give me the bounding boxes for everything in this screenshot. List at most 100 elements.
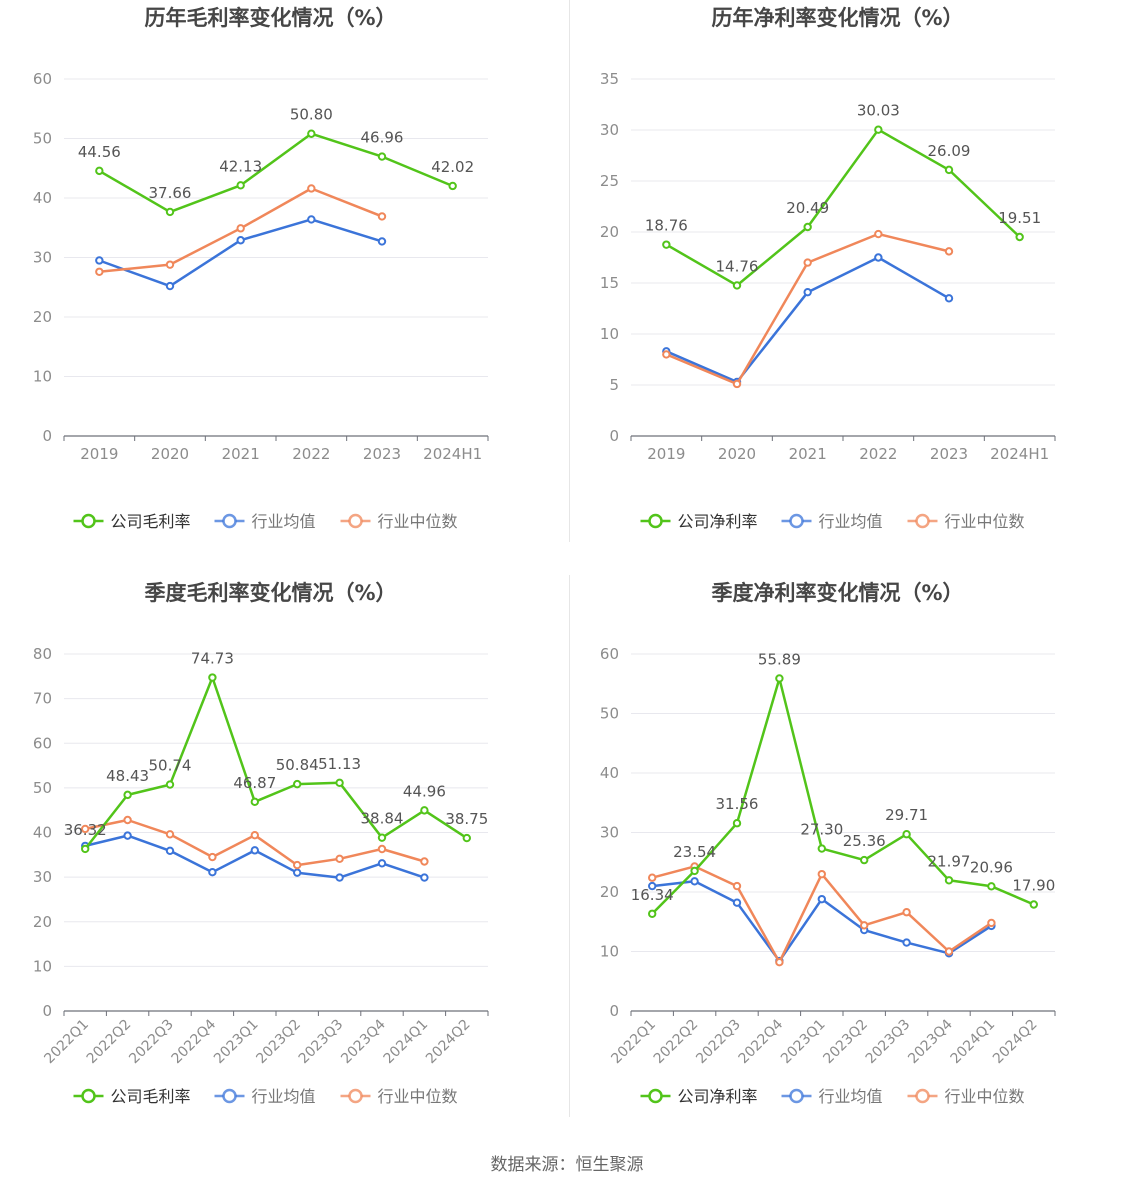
legend-label: 公司净利率: [678, 512, 758, 531]
x-tick-label: 2019: [647, 445, 685, 463]
legend-label: 行业均值: [819, 1087, 883, 1106]
data-label: 37.66: [149, 184, 192, 202]
company-data-point: [803, 222, 812, 232]
median-data-point: [775, 958, 784, 967]
legend-marker: [789, 513, 804, 529]
y-tick-label: 20: [600, 223, 619, 241]
y-tick-label: 60: [33, 734, 52, 752]
data-label: 74.73: [191, 650, 234, 668]
legend-marker: [648, 1088, 663, 1104]
avg-series-line: [665, 256, 950, 384]
avg-data-point: [335, 873, 344, 882]
company-data-point: [420, 806, 429, 815]
legend-item: 行业中位数: [340, 512, 458, 531]
chart-svg: 季度净利率变化情况（%）01020304050602022Q12022Q2202…: [600, 581, 1056, 1106]
avg-data-point: [732, 898, 742, 907]
median-data-point: [987, 918, 996, 928]
avg-data-point: [123, 831, 132, 840]
legend-label: 行业均值: [252, 512, 316, 531]
median-data-point: [732, 379, 742, 389]
data-label: 50.74: [149, 757, 192, 775]
data-label: 25.36: [843, 832, 886, 850]
legend-item: 公司毛利率: [73, 1087, 191, 1106]
data-label: 23.54: [673, 843, 716, 861]
company-data-point: [165, 207, 175, 217]
data-label: 14.76: [716, 257, 759, 275]
company-data-point: [732, 819, 742, 828]
x-tick-label: 2022Q4: [169, 1016, 220, 1067]
legend-label: 行业均值: [252, 1087, 316, 1106]
legend-marker: [81, 513, 96, 529]
avg-data-point: [420, 873, 429, 882]
data-label: 55.89: [758, 650, 801, 668]
legend-marker: [348, 1088, 363, 1104]
legend-item: 行业中位数: [907, 512, 1025, 531]
avg-data-point: [95, 256, 104, 265]
company-series-line: [98, 132, 454, 214]
x-tick-label: 2022Q3: [693, 1017, 744, 1068]
avg-data-point: [690, 877, 699, 886]
median-data-point: [902, 908, 911, 917]
y-tick-label: 50: [600, 705, 619, 723]
median-data-point: [335, 854, 344, 864]
y-tick-label: 40: [600, 764, 619, 782]
x-tick-label: 2022Q1: [608, 1017, 659, 1068]
data-label: 36.32: [64, 821, 107, 839]
x-tick-label: 2020: [718, 445, 756, 463]
chart-svg: 历年毛利率变化情况（%） 0 10 20 30 40 50 60 2019 2020 2021 202…: [33, 6, 489, 531]
x-tick-label: 2023: [363, 445, 401, 463]
median-data-point: [165, 830, 175, 839]
data-label: 46.87: [233, 774, 276, 792]
chart-svg: 历年净利率变化情况（%） 0 5 10 15 20 25 30 35 2019 2020 2021 20…: [600, 6, 1056, 531]
x-tick-label: 2022Q4: [736, 1016, 787, 1067]
y-tick-label: 30: [600, 824, 619, 842]
x-tick-label: 2023Q2: [820, 1017, 871, 1068]
legend-label: 公司净利率: [678, 1087, 758, 1106]
avg-series-line: [84, 834, 425, 879]
legend-item: 公司净利率: [640, 1087, 758, 1106]
company-data-point: [462, 833, 471, 843]
median-data-point: [165, 260, 175, 269]
company-data-point: [874, 125, 883, 134]
median-data-point: [81, 824, 90, 834]
company-data-point: [860, 855, 869, 865]
legend-item: 公司毛利率: [73, 512, 191, 531]
legend-marker: [348, 513, 363, 529]
chart-title: 历年净利率变化情况（%）: [711, 6, 963, 30]
median-data-point: [123, 815, 132, 825]
data-label: 20.49: [786, 199, 829, 217]
x-tick-label: 2021: [789, 445, 827, 463]
y-tick-label: 30: [33, 249, 52, 267]
data-label: 30.03: [857, 102, 900, 120]
legend-item: 行业均值: [214, 512, 316, 531]
y-tick-label: 20: [600, 883, 619, 901]
company-data-point: [902, 830, 911, 839]
data-label: 50.84: [276, 756, 319, 774]
data-label: 44.56: [78, 143, 121, 161]
median-data-point: [860, 921, 869, 930]
legend-label: 行业中位数: [378, 1087, 458, 1106]
company-data-point: [817, 844, 827, 853]
company-data-point: [732, 281, 742, 290]
company-data-point: [95, 166, 104, 176]
y-tick-label: 60: [33, 70, 52, 88]
y-tick-label: 0: [42, 427, 52, 445]
x-tick-label: 2022Q2: [84, 1017, 135, 1068]
median-data-point: [250, 830, 260, 840]
avg-data-point: [944, 294, 954, 303]
x-tick-label: 2024Q2: [423, 1017, 474, 1068]
legend-marker: [222, 513, 237, 529]
y-tick-label: 50: [33, 779, 52, 797]
company-data-point: [236, 181, 245, 190]
vertical-divider-bottom: [569, 575, 570, 1117]
legend-item: 公司净利率: [640, 512, 758, 531]
median-data-point: [377, 844, 387, 854]
median-data-point: [307, 184, 316, 193]
y-tick-label: 10: [33, 957, 52, 975]
y-tick-label: 70: [33, 690, 52, 708]
median-series-line: [651, 865, 993, 964]
y-tick-label: 20: [33, 308, 52, 326]
avg-data-point: [902, 938, 911, 947]
x-tick-label: 2023Q1: [211, 1017, 262, 1068]
avg-data-point: [874, 253, 883, 262]
